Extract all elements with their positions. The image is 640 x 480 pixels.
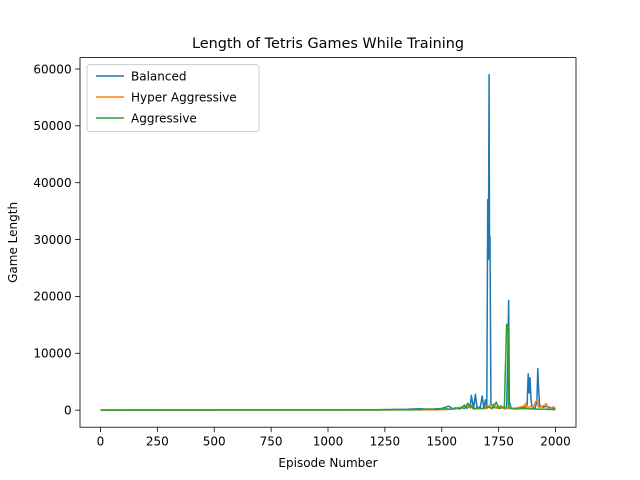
series-line-hyper-aggressive bbox=[100, 398, 556, 411]
x-axis-ticks: 0 250 500 750 1000 1250 1500 1750 2000 bbox=[97, 427, 571, 449]
y-tick-label: 20000 bbox=[33, 290, 71, 304]
x-tick-label: 500 bbox=[203, 435, 226, 449]
x-tick-label: 2000 bbox=[540, 435, 571, 449]
legend-label-aggressive: Aggressive bbox=[131, 112, 197, 126]
y-axis-ticks: 0 10000 20000 30000 40000 50000 60000 bbox=[33, 62, 80, 417]
y-tick-label: 0 bbox=[64, 403, 72, 417]
series-layer bbox=[100, 73, 556, 411]
series-line-aggressive bbox=[100, 323, 556, 411]
legend-box bbox=[86, 64, 260, 133]
x-tick-label: 1000 bbox=[313, 435, 344, 449]
x-tick-label: 750 bbox=[260, 435, 283, 449]
x-tick-label: 1750 bbox=[483, 435, 514, 449]
legend-label-hyper-aggressive: Hyper Aggressive bbox=[131, 91, 237, 105]
y-tick-label: 10000 bbox=[33, 347, 71, 361]
y-tick-label: 50000 bbox=[33, 119, 71, 133]
x-tick-label: 1500 bbox=[426, 435, 457, 449]
chart-title: Length of Tetris Games While Training bbox=[192, 36, 464, 52]
x-axis-label: Episode Number bbox=[278, 456, 377, 470]
y-tick-label: 40000 bbox=[33, 176, 71, 190]
legend-label-balanced: Balanced bbox=[131, 70, 186, 84]
legend: Balanced Hyper Aggressive Aggressive bbox=[86, 64, 260, 133]
x-tick-label: 1250 bbox=[370, 435, 401, 449]
x-tick-label: 0 bbox=[97, 435, 105, 449]
y-tick-label: 60000 bbox=[33, 62, 71, 76]
x-tick-label: 250 bbox=[146, 435, 169, 449]
y-axis-label: Game Length bbox=[6, 202, 20, 283]
y-tick-label: 30000 bbox=[33, 233, 71, 247]
